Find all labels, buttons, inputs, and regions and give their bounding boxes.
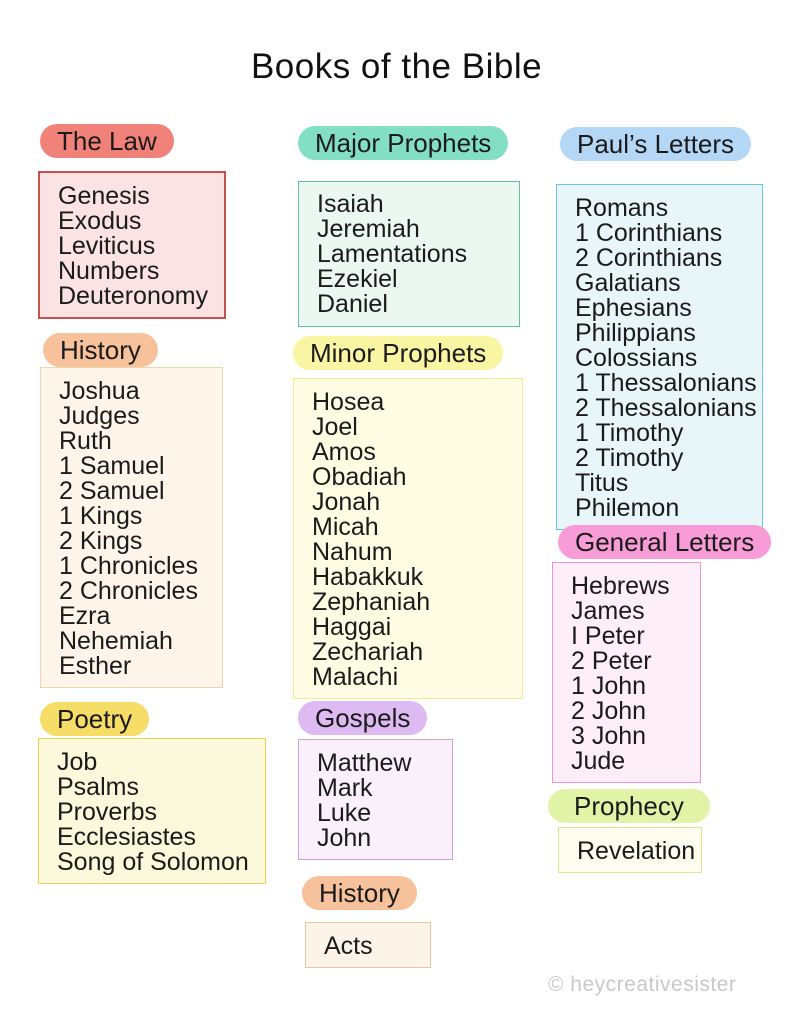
book-item: I Peter: [571, 622, 645, 650]
book-item: Nahum: [312, 538, 393, 566]
category-pill-minor-prophets: Minor Prophets: [293, 336, 504, 370]
history-books-box: Joshua Judges Ruth 1 Samuel 2 Samuel 1 K…: [40, 367, 223, 688]
book-item: 1 Chronicles: [59, 552, 198, 580]
book-item: Acts: [324, 932, 373, 960]
book-item: 1 Kings: [59, 502, 143, 530]
book-item: John: [317, 824, 372, 852]
book-item: 1 Corinthians: [575, 219, 723, 247]
book-item: Philemon: [575, 494, 680, 522]
law-books-box: Genesis Exodus Leviticus Numbers Deutero…: [38, 171, 226, 319]
book-item: Judges: [59, 402, 140, 430]
book-item: Hosea: [312, 388, 385, 416]
book-item: Joel: [312, 413, 358, 441]
category-pill-the-law: The Law: [40, 124, 174, 158]
book-item: Hebrews: [571, 572, 670, 600]
book-item: Amos: [312, 438, 376, 466]
book-item: Joshua: [59, 377, 140, 405]
book-item: Exodus: [58, 207, 142, 235]
book-item: Proverbs: [57, 798, 158, 826]
watermark-credit: © heycreativesister: [548, 973, 737, 996]
prophecy-books-box: Revelation: [558, 827, 702, 873]
major-prophets-books-box: Isaiah Jeremiah Lamentations Ezekiel Dan…: [298, 181, 520, 327]
pauls-letters-books-box: Romans 1 Corinthians 2 Corinthians Galat…: [556, 184, 763, 530]
general-letters-books-box: Hebrews James I Peter 2 Peter 1 John 2 J…: [552, 562, 701, 783]
book-item: Daniel: [317, 290, 388, 318]
minor-prophets-books-box: Hosea Joel Amos Obadiah Jonah Micah Nahu…: [293, 378, 523, 699]
book-item: 3 John: [571, 722, 647, 750]
book-item: Deuteronomy: [58, 282, 209, 310]
category-pill-major-prophets: Major Prophets: [298, 126, 509, 160]
poetry-books-box: Job Psalms Proverbs Ecclesiastes Song of…: [38, 738, 266, 884]
book-item: 2 Kings: [59, 527, 143, 555]
book-item: Revelation: [577, 837, 696, 865]
book-item: Luke: [317, 799, 372, 827]
book-item: 1 Thessalonians: [575, 369, 757, 397]
category-pill-pauls-letters: Paul’s Letters: [560, 127, 752, 161]
book-item: 2 Thessalonians: [575, 394, 757, 422]
book-item: Ruth: [59, 427, 112, 455]
book-item: Jeremiah: [317, 215, 420, 243]
acts-books-box: Acts: [305, 922, 431, 968]
book-item: Philippians: [575, 319, 696, 347]
book-item: Habakkuk: [312, 563, 424, 591]
book-item: James: [571, 597, 645, 625]
book-item: 2 Timothy: [575, 444, 684, 472]
book-item: 2 Chronicles: [59, 577, 198, 605]
book-item: Lamentations: [317, 240, 468, 268]
book-item: Colossians: [575, 344, 698, 372]
category-pill-prophecy: Prophecy: [548, 789, 710, 823]
book-item: Ephesians: [575, 294, 692, 322]
book-item: 2 Peter: [571, 647, 652, 675]
book-item: Haggai: [312, 613, 392, 641]
category-pill-history: History: [43, 333, 158, 367]
book-item: Nehemiah: [59, 627, 173, 655]
book-item: Ezekiel: [317, 265, 398, 293]
book-item: Malachi: [312, 663, 399, 691]
book-item: Isaiah: [317, 190, 384, 218]
book-item: Leviticus: [58, 232, 156, 260]
book-item: Titus: [575, 469, 629, 497]
book-item: Galatians: [575, 269, 681, 297]
book-item: 1 Timothy: [575, 419, 684, 447]
book-item: Obadiah: [312, 463, 407, 491]
book-item: Micah: [312, 513, 379, 541]
book-item: Matthew: [317, 749, 412, 777]
book-item: Job: [57, 748, 98, 776]
book-item: Esther: [59, 652, 132, 680]
book-item: 2 John: [571, 697, 647, 725]
book-item: Genesis: [58, 182, 150, 210]
page-title: Books of the Bible: [250, 47, 543, 87]
book-item: Numbers: [58, 257, 160, 285]
book-item: Ezra: [59, 602, 111, 630]
category-pill-general-letters: General Letters: [558, 525, 772, 559]
book-item: Zephaniah: [312, 588, 431, 616]
book-item: Jonah: [312, 488, 381, 516]
book-item: Mark: [317, 774, 373, 802]
book-item: Ecclesiastes: [57, 823, 196, 851]
book-item: 1 John: [571, 672, 647, 700]
book-item: Jude: [571, 747, 626, 775]
book-item: Song of Solomon: [57, 848, 249, 876]
category-pill-history-acts: History: [302, 876, 417, 910]
book-item: 2 Corinthians: [575, 244, 723, 272]
book-item: Psalms: [57, 773, 139, 801]
book-item: Romans: [575, 194, 669, 222]
book-item: 1 Samuel: [59, 452, 165, 480]
book-item: 2 Samuel: [59, 477, 165, 505]
book-item: Zechariah: [312, 638, 424, 666]
category-pill-poetry: Poetry: [40, 702, 150, 736]
category-pill-gospels: Gospels: [298, 701, 428, 735]
gospels-books-box: Matthew Mark Luke John: [298, 739, 453, 860]
